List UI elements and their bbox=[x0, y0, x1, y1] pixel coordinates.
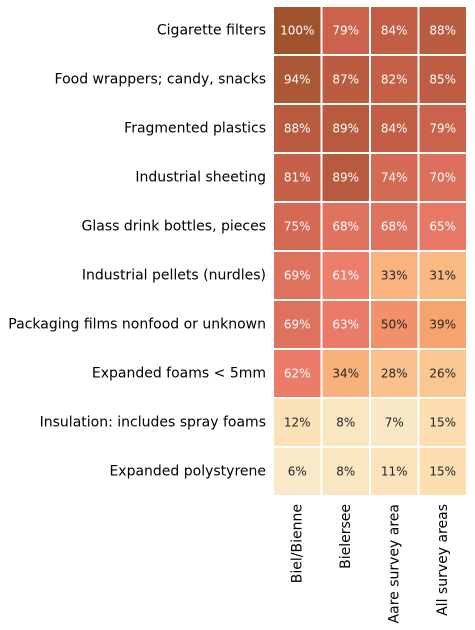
cell-value-label: 68% bbox=[381, 220, 408, 234]
row-tick-label: Industrial pellets (nurdles) bbox=[82, 268, 266, 284]
cell-value-label: 69% bbox=[284, 269, 311, 283]
cell-value-label: 8% bbox=[336, 416, 355, 430]
cell-value-label: 89% bbox=[332, 122, 359, 136]
cell-value-label: 94% bbox=[284, 73, 311, 87]
cell-value-label: 33% bbox=[381, 269, 408, 283]
cell-value-label: 88% bbox=[284, 122, 311, 136]
cell-value-label: 65% bbox=[429, 220, 456, 234]
cell-value-label: 15% bbox=[429, 465, 456, 479]
column-tick-label: Biel/Bienne bbox=[289, 504, 305, 583]
cell-value-label: 15% bbox=[429, 416, 456, 430]
row-labels: Cigarette filters Food wrappers; candy, s… bbox=[8, 23, 266, 480]
cell-value-label: 61% bbox=[332, 269, 359, 283]
cell-value-label: 11% bbox=[381, 465, 408, 479]
cell-value-label: 6% bbox=[288, 465, 307, 479]
cell-value-label: 74% bbox=[381, 171, 408, 185]
row-tick-label: Packaging films nonfood or unknown bbox=[8, 317, 266, 333]
cell-value-label: 89% bbox=[332, 171, 359, 185]
cell-value-label: 39% bbox=[429, 318, 456, 332]
row-tick-label: Fragmented plastics bbox=[124, 121, 266, 137]
column-tick-label: Bielersee bbox=[338, 504, 354, 569]
row-tick-label: Industrial sheeting bbox=[135, 170, 266, 186]
cell-value-label: 87% bbox=[332, 73, 359, 87]
cell-value-label: 26% bbox=[429, 367, 456, 381]
cell-value-label: 84% bbox=[381, 24, 408, 38]
column-tick-label: All survey areas bbox=[435, 504, 451, 616]
cell-value-label: 100% bbox=[280, 24, 314, 38]
row-tick-label: Expanded foams < 5mm bbox=[92, 366, 266, 382]
cell-value-label: 62% bbox=[284, 367, 311, 381]
row-tick-label: Cigarette filters bbox=[157, 23, 266, 39]
cell-value-label: 82% bbox=[381, 73, 408, 87]
cell-value-label: 28% bbox=[381, 367, 408, 381]
cell-value-label: 34% bbox=[332, 367, 359, 381]
cell-value-label: 12% bbox=[284, 416, 311, 430]
cell-value-label: 7% bbox=[385, 416, 404, 430]
cell-value-label: 79% bbox=[332, 24, 359, 38]
cell-value-label: 31% bbox=[429, 269, 456, 283]
cell-value-label: 79% bbox=[429, 122, 456, 136]
cell-value-label: 69% bbox=[284, 318, 311, 332]
cell-value-label: 81% bbox=[284, 171, 311, 185]
cell-value-label: 85% bbox=[429, 73, 456, 87]
row-tick-label: Expanded polystyrene bbox=[109, 464, 266, 480]
cell-value-label: 8% bbox=[336, 465, 355, 479]
cell-value-label: 70% bbox=[429, 171, 456, 185]
cell-value-label: 84% bbox=[381, 122, 408, 136]
column-tick-label: Aare survey area bbox=[386, 504, 402, 623]
cell-value-label: 88% bbox=[429, 24, 456, 38]
column-labels: Biel/Bienne Bielersee Aare survey area All … bbox=[289, 504, 451, 623]
cell-value-label: 68% bbox=[332, 220, 359, 234]
cell-value-label: 50% bbox=[381, 318, 408, 332]
cell-value-label: 63% bbox=[332, 318, 359, 332]
row-tick-label: Food wrappers; candy, snacks bbox=[55, 72, 266, 88]
cell-value-label: 75% bbox=[284, 220, 311, 234]
row-tick-label: Insulation: includes spray foams bbox=[40, 415, 266, 431]
row-tick-label: Glass drink bottles, pieces bbox=[82, 219, 266, 235]
